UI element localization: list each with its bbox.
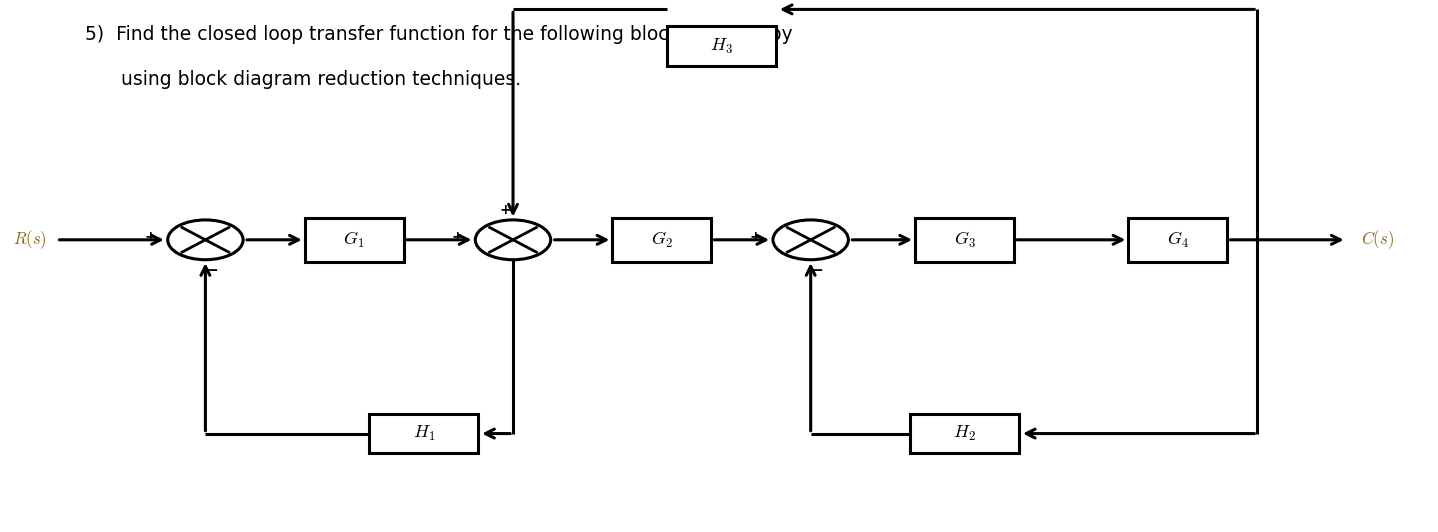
Text: −: − [206, 263, 217, 278]
Bar [915, 218, 1014, 262]
Circle shape [168, 220, 243, 260]
Text: +: + [144, 230, 155, 244]
Text: using block diagram reduction techniques.: using block diagram reduction techniques… [85, 70, 522, 89]
Text: 5)  Find the closed loop transfer function for the following block diagram by: 5) Find the closed loop transfer functio… [85, 25, 792, 44]
Text: −: − [810, 263, 823, 278]
Text: $G_1$: $G_1$ [344, 230, 365, 250]
Text: $H_2$: $H_2$ [953, 424, 976, 443]
Bar [305, 218, 404, 262]
Circle shape [774, 220, 848, 260]
Text: $G_2$: $G_2$ [651, 230, 673, 250]
Text: $C(s)$: $C(s)$ [1362, 228, 1395, 251]
Text: $H_3$: $H_3$ [710, 37, 733, 56]
Bar [1129, 218, 1228, 262]
Text: $G_4$: $G_4$ [1166, 230, 1189, 250]
Text: $G_3$: $G_3$ [953, 230, 975, 250]
Text: +: + [499, 204, 510, 218]
Text: +: + [452, 230, 463, 244]
Text: $R(s)$: $R(s)$ [13, 228, 46, 251]
Bar [667, 27, 777, 65]
Bar [613, 218, 712, 262]
Text: $H_1$: $H_1$ [413, 424, 434, 443]
Bar [910, 414, 1020, 453]
Text: +: + [749, 230, 761, 244]
Circle shape [476, 220, 551, 260]
Bar [370, 414, 479, 453]
